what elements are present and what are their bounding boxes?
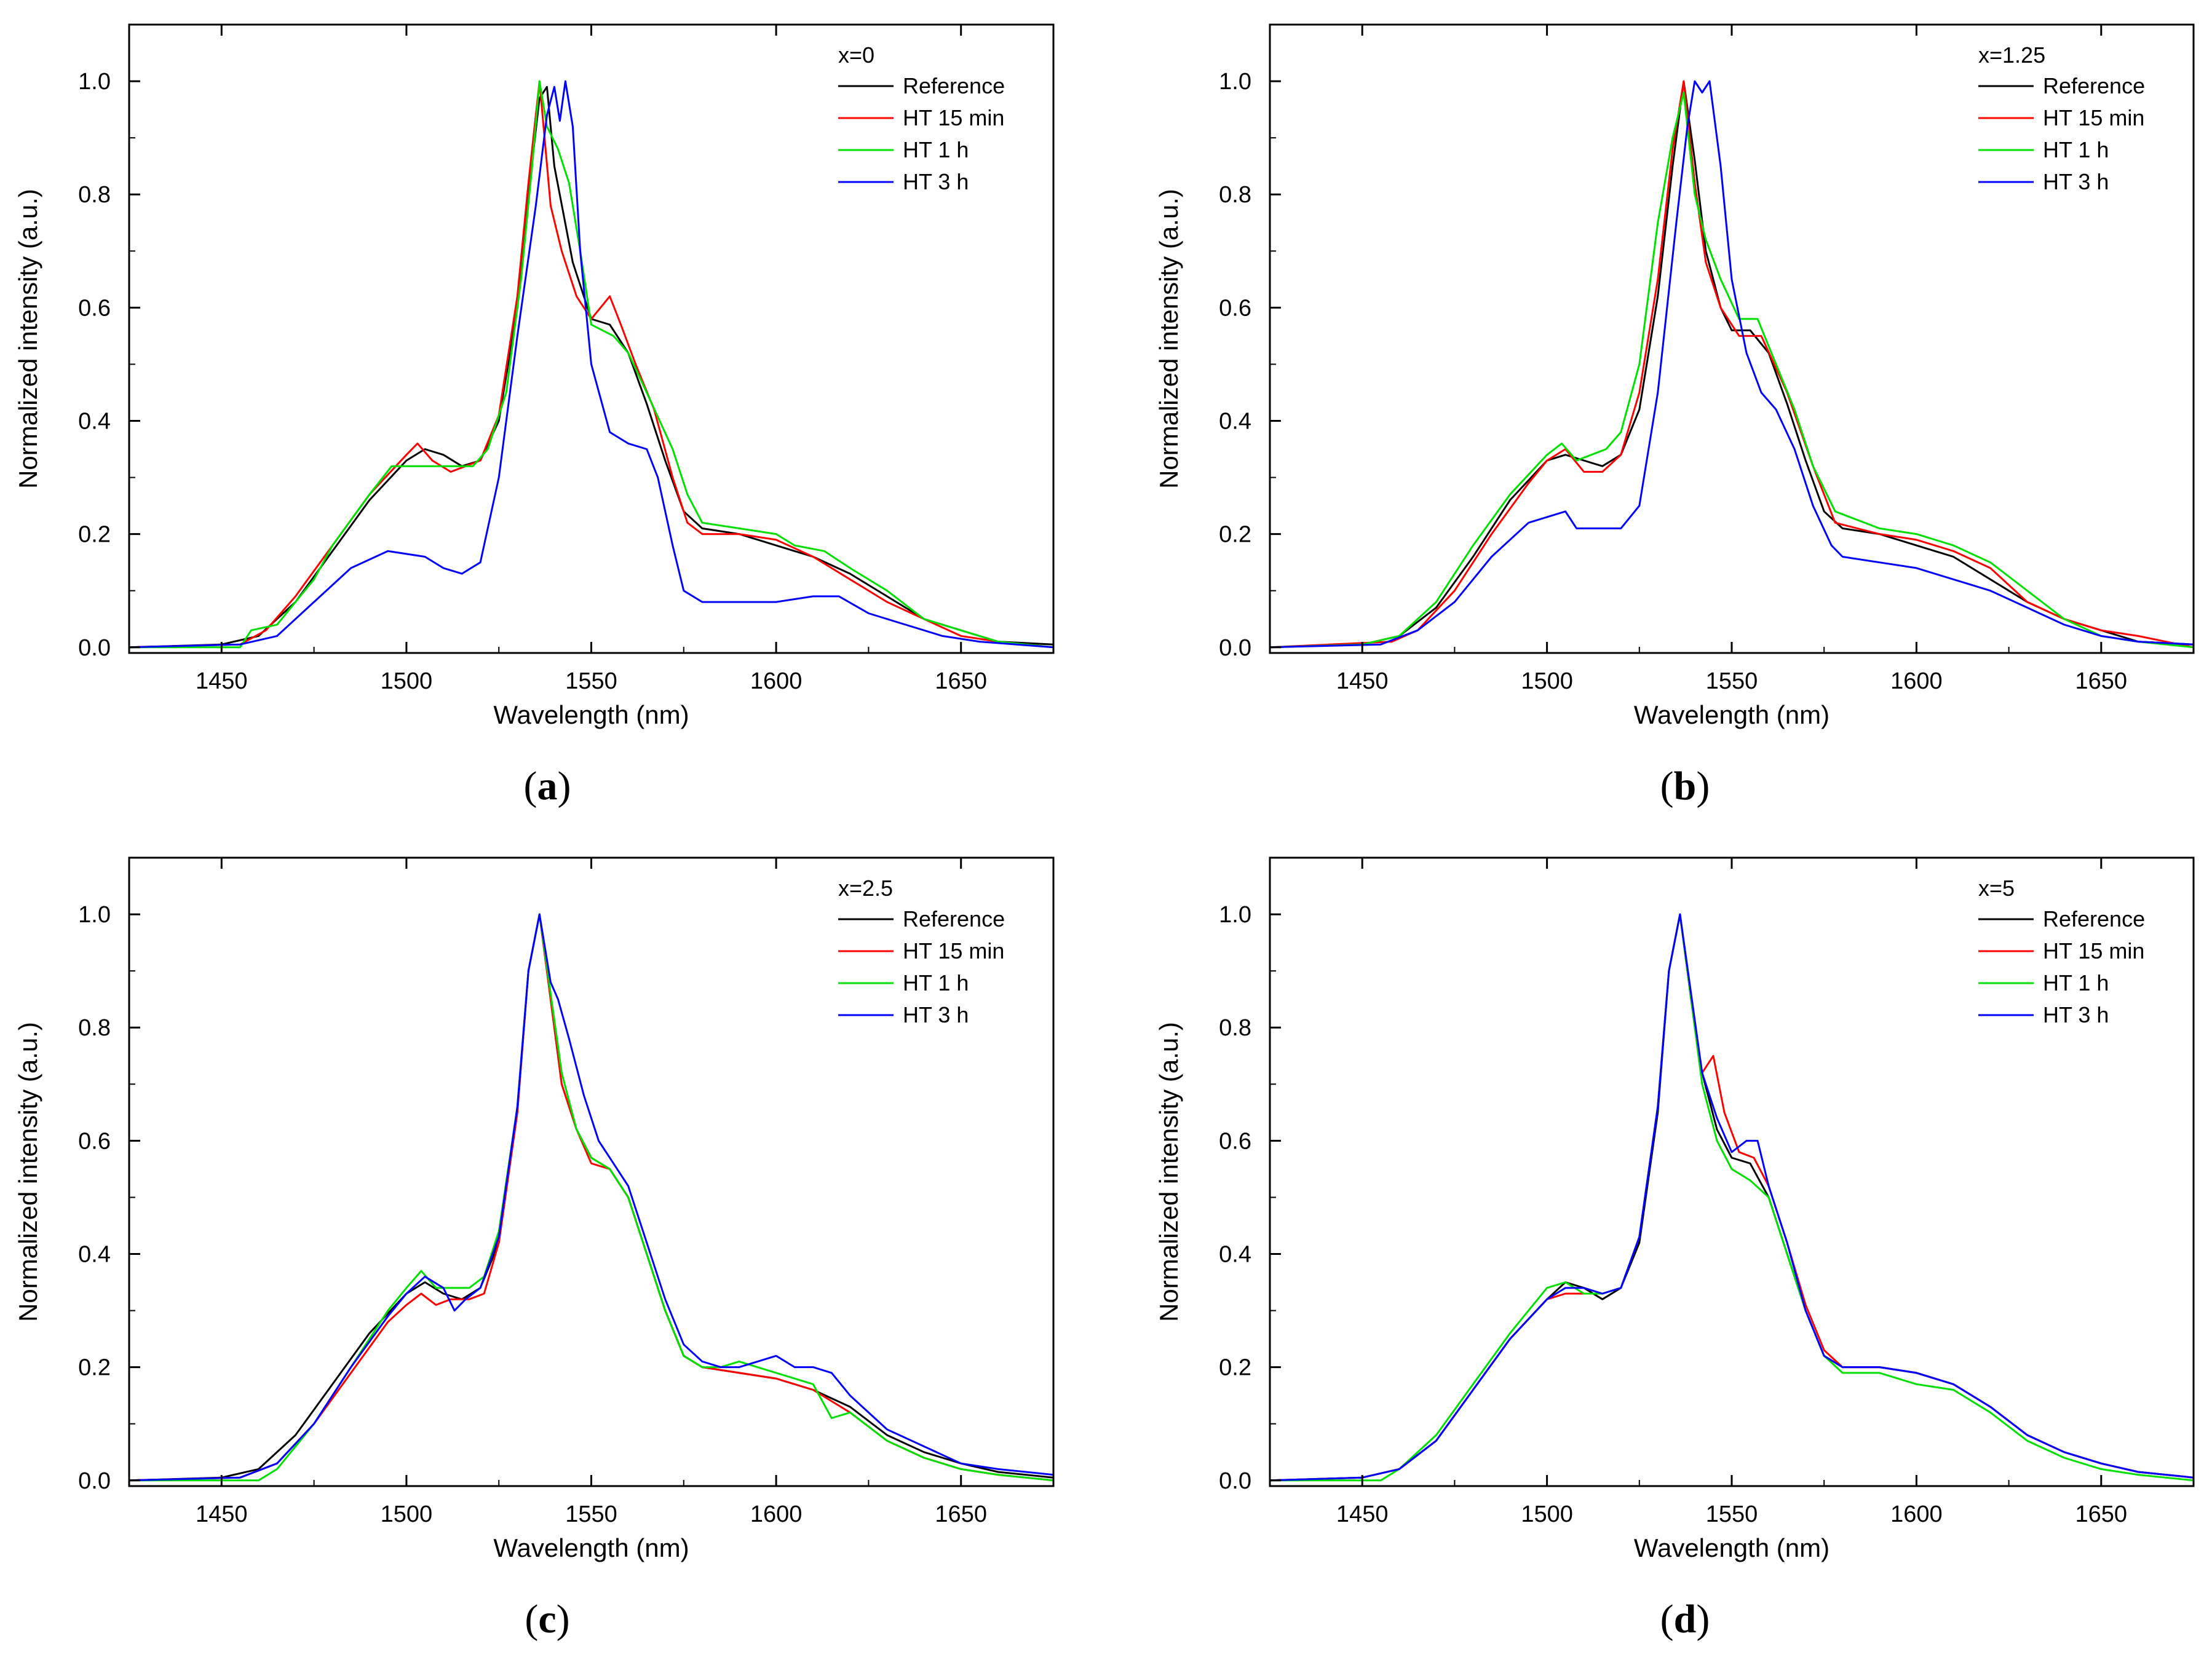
y-tick-label: 0.0 (1219, 635, 1251, 661)
legend-entry: HT 3 h (903, 1002, 969, 1027)
series-line-ht-15-min (1270, 80, 2194, 649)
y-tick-label: 0.8 (1219, 1015, 1251, 1041)
x-tick-label: 1600 (1890, 1501, 1943, 1527)
y-tick-label: 1.0 (78, 69, 111, 95)
series-line-ht-1-h (1270, 92, 2194, 649)
y-axis-title: Normalized intensity (a.u.) (14, 1022, 42, 1322)
y-tick-label: 1.0 (78, 902, 111, 928)
series-line-ht-15-min (1270, 913, 2194, 1482)
x-tick-label: 1500 (381, 1501, 433, 1527)
legend-entry: HT 15 min (903, 938, 1004, 963)
series-line-reference (129, 913, 1053, 1482)
legend-title: x=1.25 (1978, 42, 2045, 68)
legend-title: x=0 (838, 42, 874, 68)
y-tick-label: 0.2 (1219, 522, 1251, 548)
legend-title: x=2.5 (838, 876, 893, 901)
x-tick-label: 1650 (2075, 668, 2128, 694)
y-tick-label: 1.0 (1219, 902, 1251, 928)
x-tick-label: 1600 (1890, 668, 1943, 694)
x-tick-label: 1550 (1706, 668, 1758, 694)
x-tick-label: 1650 (935, 668, 987, 694)
series-line-ht-3-h (129, 80, 1053, 649)
y-tick-label: 0.0 (1219, 1468, 1251, 1494)
series-line-ht-1-h (129, 80, 1053, 649)
legend-entry: HT 3 h (903, 169, 969, 194)
x-axis-title: Wavelength (nm) (1634, 1533, 1829, 1562)
series-line-ht-3-h (129, 913, 1053, 1482)
series-line-reference (1270, 80, 2194, 649)
legend-entry: HT 15 min (903, 105, 1004, 130)
chart-panel-a: 1450 1500 1550 1600 1650 0.0 0.2 0.4 0.6 0.8 1.0 Wa… (14, 23, 1055, 809)
series-line-ht-15-min (129, 913, 1053, 1482)
x-tick-label: 1600 (750, 668, 803, 694)
legend-entry: Reference (903, 906, 1005, 931)
x-tick-label: 1600 (750, 1501, 803, 1527)
series-line-ht-15-min (129, 80, 1053, 649)
y-tick-label: 0.2 (78, 522, 111, 548)
panel-caption: (b) (1660, 764, 1710, 809)
chart-panel-c: 1450 1500 1550 1600 1650 0.0 0.2 0.4 0.6 0.8 1.0 Wa… (14, 856, 1055, 1642)
series-line-ht-1-h (1270, 913, 2194, 1482)
legend-entry: HT 1 h (903, 970, 969, 995)
x-axis-title: Wavelength (nm) (1634, 700, 1829, 729)
x-tick-label: 1500 (381, 668, 433, 694)
chart-panel-b: 1450 1500 1550 1600 1650 0.0 0.2 0.4 0.6 0.8 1.0 Wa… (1154, 23, 2195, 809)
y-tick-label: 0.0 (78, 635, 111, 661)
x-tick-label: 1450 (1336, 1501, 1389, 1527)
y-tick-label: 0.6 (78, 295, 111, 321)
chart-panel-d: 1450 1500 1550 1600 1650 0.0 0.2 0.4 0.6 0.8 1.0 Wa… (1154, 856, 2195, 1642)
series-line-reference (1270, 913, 2194, 1482)
x-axis-title: Wavelength (nm) (493, 700, 689, 729)
legend-entry: HT 15 min (2043, 105, 2144, 130)
panel-caption: (d) (1660, 1597, 1710, 1642)
legend-entry: Reference (903, 73, 1005, 98)
legend-entry: HT 15 min (2043, 938, 2144, 963)
y-tick-label: 0.6 (1219, 295, 1251, 321)
y-tick-label: 0.8 (78, 1015, 111, 1041)
x-tick-label: 1650 (2075, 1501, 2128, 1527)
x-tick-label: 1550 (1706, 1501, 1758, 1527)
y-tick-label: 0.2 (1219, 1355, 1251, 1381)
legend-title: x=5 (1978, 876, 2015, 901)
legend-entry: HT 3 h (2043, 169, 2109, 194)
y-axis-title: Normalized intensity (a.u.) (14, 189, 42, 489)
legend-entry: Reference (2043, 906, 2145, 931)
x-tick-label: 1450 (196, 1501, 248, 1527)
x-tick-label: 1500 (1521, 668, 1573, 694)
x-axis-title: Wavelength (nm) (493, 1533, 689, 1562)
y-tick-label: 0.8 (1219, 182, 1251, 208)
series-line-ht-3-h (1270, 913, 2194, 1482)
series-line-reference (129, 85, 1053, 649)
x-tick-label: 1450 (1336, 668, 1389, 694)
y-axis-title: Normalized intensity (a.u.) (1154, 189, 1183, 489)
panel-caption: (c) (525, 1597, 569, 1642)
legend-entry: Reference (2043, 73, 2145, 98)
legend-entry: HT 1 h (2043, 970, 2109, 995)
panel-caption: (a) (524, 764, 571, 809)
series-line-ht-1-h (129, 913, 1053, 1482)
legend-entry: HT 3 h (2043, 1002, 2109, 1027)
y-tick-label: 0.4 (78, 409, 111, 435)
legend-entry: HT 1 h (903, 137, 969, 162)
series-line-ht-3-h (1270, 80, 2194, 649)
y-tick-label: 0.0 (78, 1468, 111, 1494)
y-tick-label: 1.0 (1219, 69, 1251, 95)
y-tick-label: 0.4 (1219, 1242, 1251, 1268)
x-tick-label: 1650 (935, 1501, 987, 1527)
y-tick-label: 0.6 (1219, 1128, 1251, 1154)
y-tick-label: 0.4 (1219, 409, 1251, 435)
x-tick-label: 1500 (1521, 1501, 1573, 1527)
x-tick-label: 1550 (565, 668, 617, 694)
x-tick-label: 1550 (565, 1501, 617, 1527)
y-tick-label: 0.4 (78, 1242, 111, 1268)
y-tick-label: 0.8 (78, 182, 111, 208)
x-tick-label: 1450 (196, 668, 248, 694)
y-axis-title: Normalized intensity (a.u.) (1154, 1022, 1183, 1322)
legend-entry: HT 1 h (2043, 137, 2109, 162)
y-tick-label: 0.2 (78, 1355, 111, 1381)
y-tick-label: 0.6 (78, 1128, 111, 1154)
